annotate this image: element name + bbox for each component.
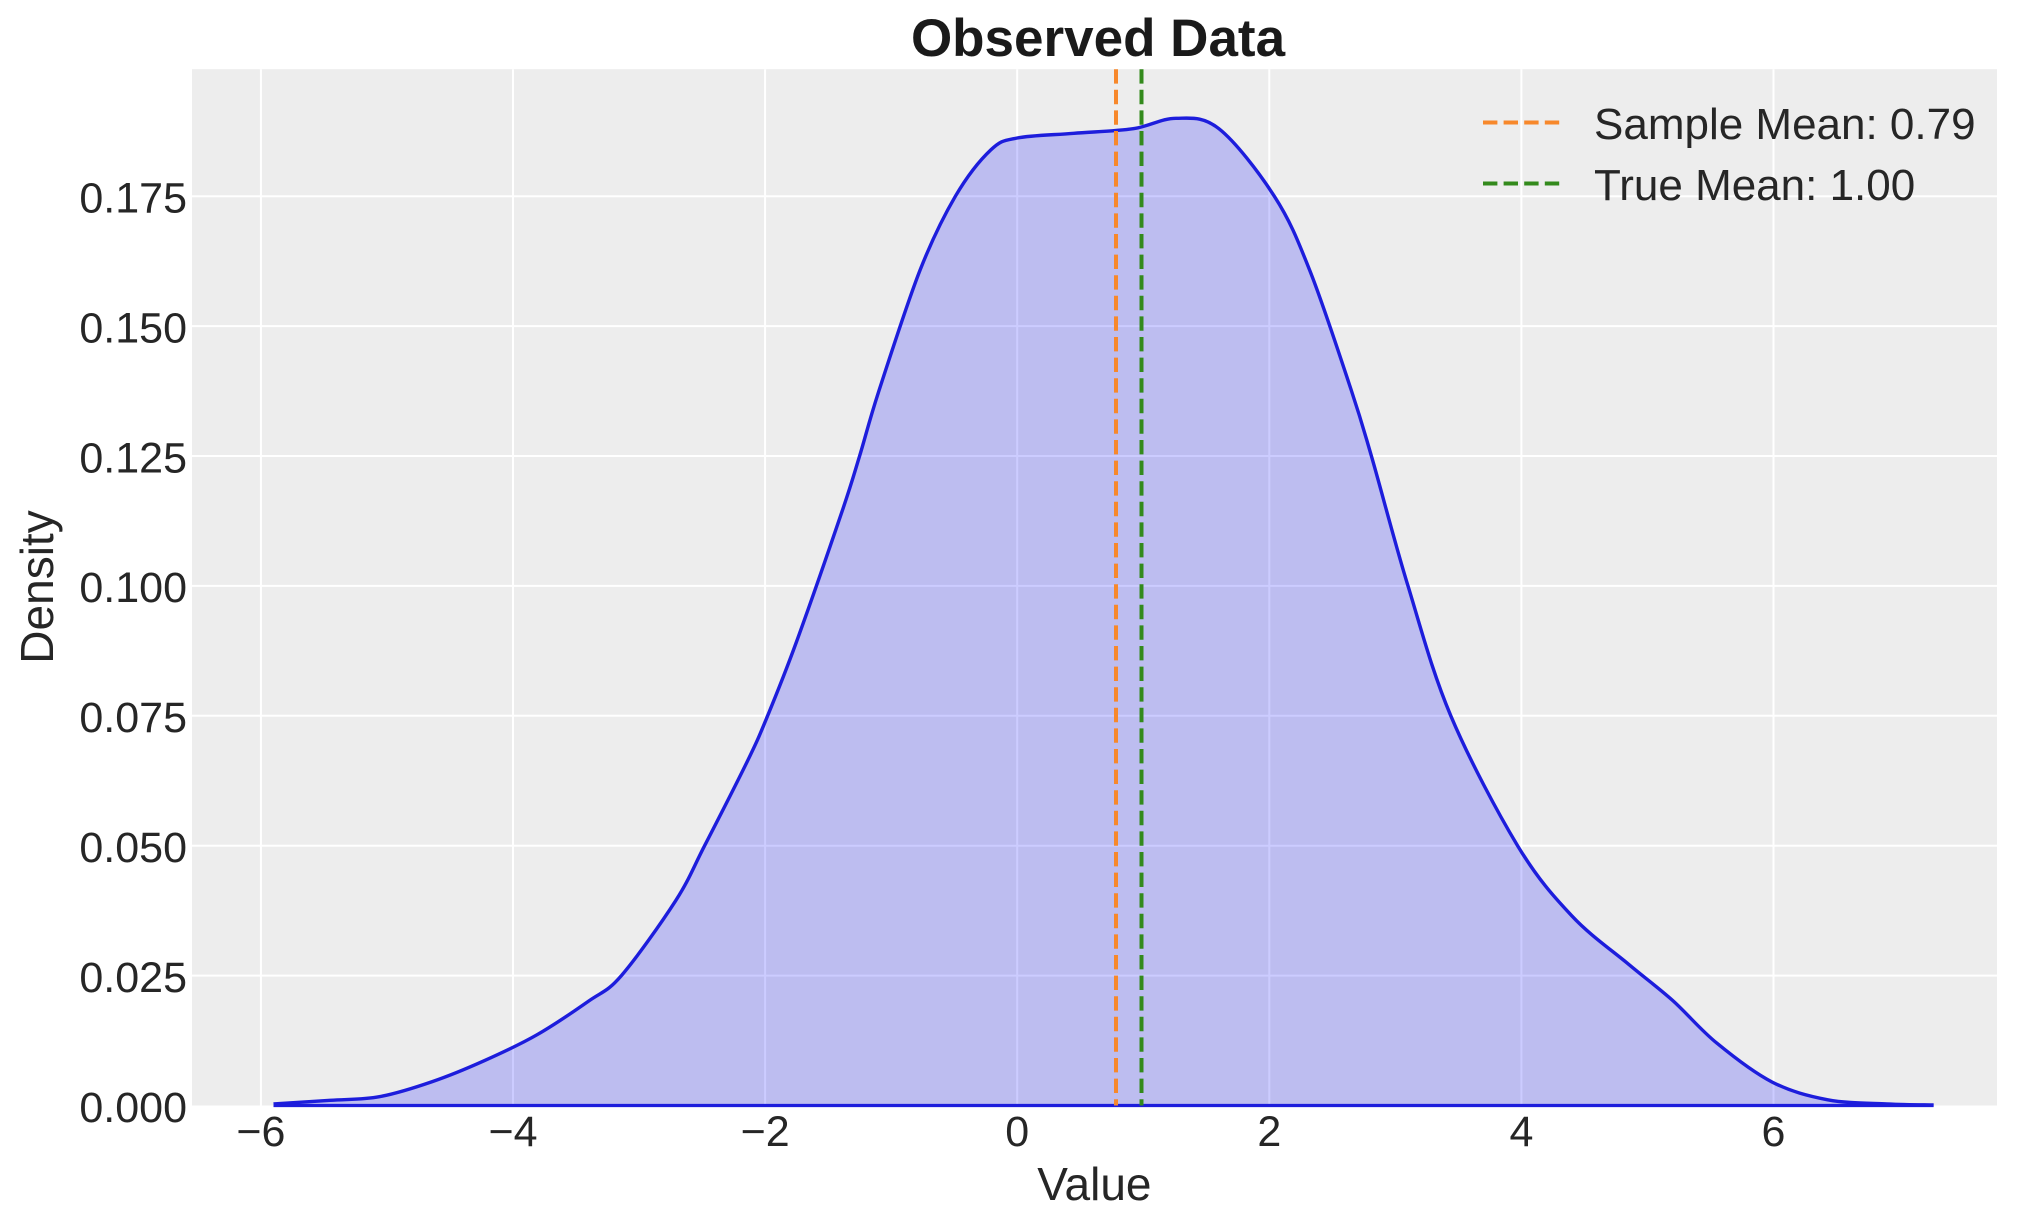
svg-text:−6: −6 — [236, 1108, 285, 1156]
svg-text:0.075: 0.075 — [79, 694, 187, 742]
svg-text:0.175: 0.175 — [79, 175, 187, 223]
svg-text:True Mean: 1.00: True Mean: 1.00 — [1594, 161, 1915, 210]
svg-text:0.100: 0.100 — [79, 564, 187, 612]
svg-text:Observed Data: Observed Data — [911, 9, 1286, 68]
svg-text:0.000: 0.000 — [79, 1084, 187, 1132]
svg-text:0: 0 — [1005, 1108, 1029, 1156]
svg-text:Value: Value — [1037, 1158, 1151, 1210]
svg-text:−4: −4 — [488, 1108, 537, 1156]
svg-text:−2: −2 — [741, 1108, 790, 1156]
svg-text:0.150: 0.150 — [79, 304, 187, 352]
svg-text:0.050: 0.050 — [79, 824, 187, 872]
svg-text:2: 2 — [1257, 1108, 1281, 1156]
svg-text:4: 4 — [1509, 1108, 1533, 1156]
svg-text:6: 6 — [1762, 1108, 1786, 1156]
svg-text:Sample Mean: 0.79: Sample Mean: 0.79 — [1594, 100, 1976, 149]
svg-text:0.025: 0.025 — [79, 954, 187, 1002]
svg-text:0.125: 0.125 — [79, 434, 187, 482]
svg-text:Density: Density — [11, 510, 63, 663]
